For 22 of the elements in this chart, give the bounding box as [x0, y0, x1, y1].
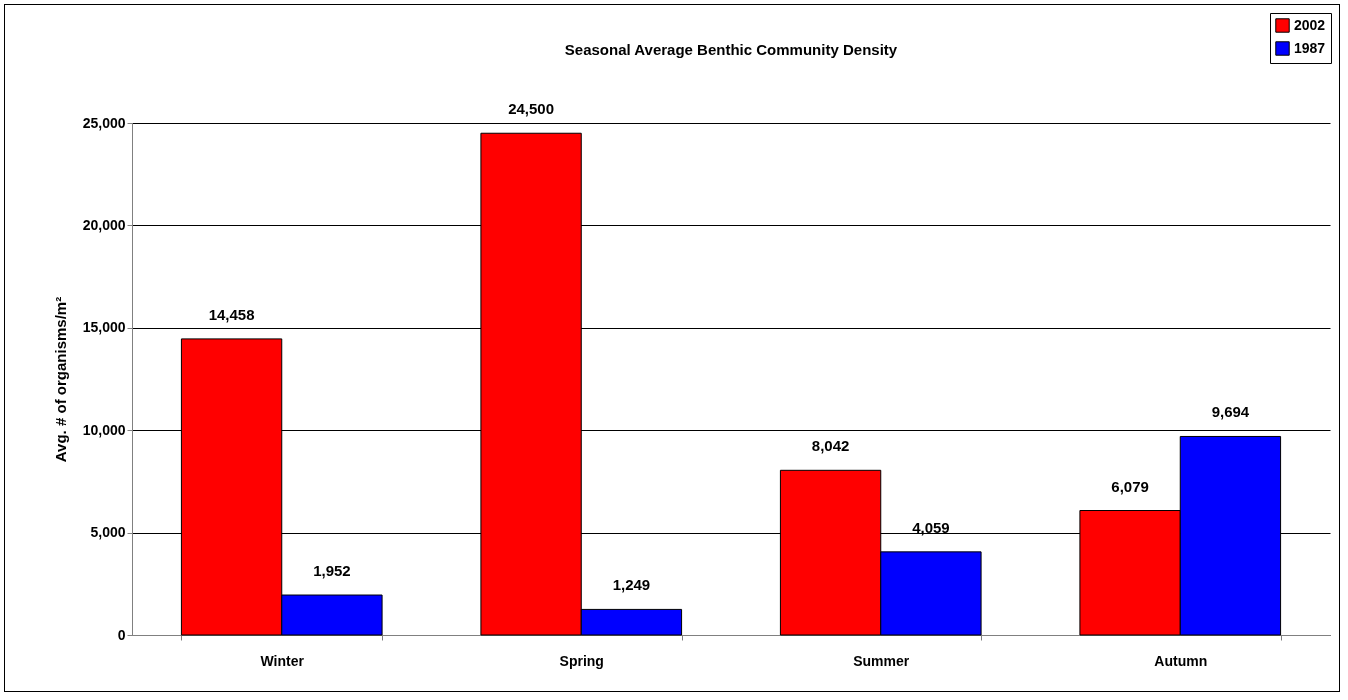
y-tick-label: 20,000 [82, 216, 126, 233]
x-tick-label: Spring [559, 652, 604, 669]
data-label: 14,458 [208, 305, 255, 323]
y-tick-label: 5,000 [90, 524, 126, 541]
x-tick-label: Summer [853, 652, 910, 669]
data-label: 9,694 [1211, 403, 1250, 421]
legend-label: 2002 [1294, 16, 1326, 33]
x-tick-label: Autumn [1154, 652, 1208, 669]
data-label: 6,079 [1111, 477, 1149, 495]
y-tick-label: 0 [117, 626, 126, 643]
data-label: 1,952 [313, 562, 351, 580]
y-tick-label: 25,000 [82, 114, 126, 131]
legend-label: 1987 [1294, 39, 1326, 56]
y-tick-label: 10,000 [82, 421, 126, 438]
chart-title: Seasonal Average Benthic Community Density [564, 41, 898, 58]
data-label: 24,500 [508, 100, 555, 118]
y-tick-label: 15,000 [82, 319, 126, 336]
data-label: 8,042 [811, 437, 850, 455]
data-label: 1,249 [612, 576, 651, 594]
x-tick-label: Winter [260, 652, 305, 669]
y-axis-title: Avg. # of organisms/m² [51, 296, 69, 463]
data-label: 4,059 [912, 518, 950, 536]
